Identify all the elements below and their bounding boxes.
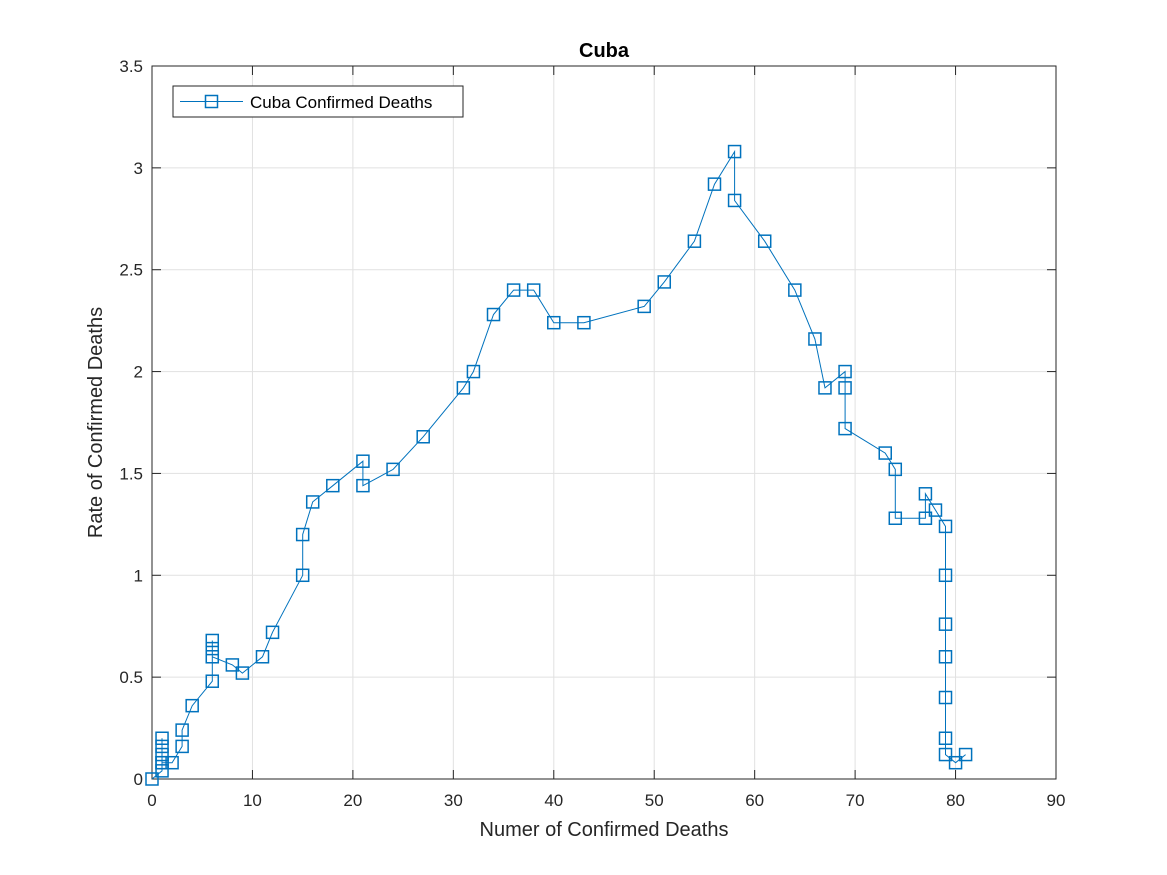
data-point-marker: [727, 193, 742, 208]
y-tick-label: 3: [134, 159, 143, 178]
data-point-marker: [637, 299, 651, 314]
y-tick-label: 2.5: [119, 261, 143, 280]
data-point-marker: [938, 617, 953, 631]
series-line: [151, 149, 966, 780]
y-tick-label: 1.5: [119, 464, 143, 483]
data-point-marker: [838, 421, 852, 436]
data-point-marker: [657, 275, 672, 289]
data-point-marker: [486, 307, 501, 322]
data-point-marker: [918, 487, 933, 501]
x-tick-label: 30: [444, 791, 463, 810]
data-point-marker: [155, 755, 169, 770]
data-point-marker: [175, 739, 189, 754]
data-point-marker: [687, 234, 702, 248]
data-point-marker: [808, 332, 822, 346]
data-point-marker: [255, 650, 270, 664]
data-point-marker: [938, 519, 953, 534]
data-point-marker: [155, 764, 169, 778]
data-point-marker: [356, 454, 370, 468]
x-axis-label: Numer of Confirmed Deaths: [480, 819, 729, 841]
data-point-marker: [326, 478, 340, 493]
y-tick-label: 1: [134, 566, 143, 585]
data-point-marker: [506, 283, 521, 297]
data-point-marker: [948, 755, 963, 770]
data-point-marker: [175, 723, 189, 737]
data-point-marker: [205, 674, 220, 688]
plot-area-frame: [151, 65, 1057, 780]
data-point-marker: [707, 177, 722, 191]
data-point-marker: [155, 739, 169, 754]
x-tick-label: 50: [645, 791, 664, 810]
y-tick-label: 0.5: [119, 668, 143, 687]
data-point-marker: [526, 283, 541, 297]
data-point-marker: [205, 641, 220, 656]
data-point-marker: [386, 462, 400, 477]
data-point-marker: [958, 747, 973, 762]
data-point-marker: [938, 568, 953, 583]
data-point-marker: [356, 478, 370, 493]
data-point-marker: [466, 364, 481, 379]
data-point-marker: [235, 666, 250, 680]
grid: [152, 66, 1056, 779]
x-tick-label: 0: [147, 791, 156, 810]
legend: Cuba Confirmed Deaths: [172, 85, 464, 118]
x-tick-label: 60: [745, 791, 764, 810]
data-point-marker: [918, 511, 933, 525]
y-axis-label: Rate of Confirmed Deaths: [85, 307, 107, 538]
data-point-marker: [456, 381, 471, 395]
axis-ticks: 0 10 20 30 40 50 60 70 80 90 0 0.5 1 1.5 2 2.5 3 3.5: [119, 57, 1065, 810]
data-point-marker: [878, 446, 892, 460]
legend-marker: [204, 94, 219, 109]
data-point-marker: [265, 625, 280, 640]
data-point-marker: [416, 430, 430, 444]
data-point-marker: [145, 772, 159, 786]
chart-title: Cuba: [579, 40, 630, 62]
data-point-marker: [185, 698, 199, 713]
data-point-marker: [888, 511, 903, 525]
x-tick-label: 70: [846, 791, 865, 810]
y-tick-label: 0: [134, 770, 143, 789]
data-point-marker: [295, 568, 310, 583]
x-tick-label: 80: [946, 791, 965, 810]
y-tick-label: 3.5: [119, 57, 143, 76]
data-point-marker: [757, 234, 772, 248]
data-point-marker: [305, 495, 320, 509]
data-point-marker: [295, 527, 310, 542]
data-point-marker: [838, 381, 852, 395]
data-point-marker: [818, 381, 832, 395]
data-point-marker: [225, 658, 240, 672]
series-layer: [145, 144, 973, 786]
data-point-marker: [838, 364, 852, 379]
data-point-marker: [727, 144, 742, 159]
x-tick-label: 40: [544, 791, 563, 810]
data-point-marker: [155, 747, 169, 762]
data-point-marker: [938, 690, 953, 705]
data-point-marker: [577, 315, 591, 330]
data-point-marker: [547, 315, 561, 330]
x-tick-label: 90: [1047, 791, 1066, 810]
x-tick-label: 20: [343, 791, 362, 810]
data-point-marker: [155, 731, 169, 746]
x-tick-label: 10: [243, 791, 262, 810]
data-point-marker: [165, 755, 179, 770]
data-point-marker: [938, 747, 953, 762]
data-point-marker: [888, 462, 903, 477]
data-point-marker: [938, 731, 953, 746]
data-point-marker: [205, 650, 220, 664]
legend-label: Cuba Confirmed Deaths: [250, 93, 432, 112]
data-point-marker: [938, 650, 953, 664]
y-tick-label: 2: [134, 363, 143, 382]
data-point-marker: [205, 633, 220, 648]
data-point-marker: [788, 283, 802, 297]
data-point-marker: [928, 503, 943, 517]
